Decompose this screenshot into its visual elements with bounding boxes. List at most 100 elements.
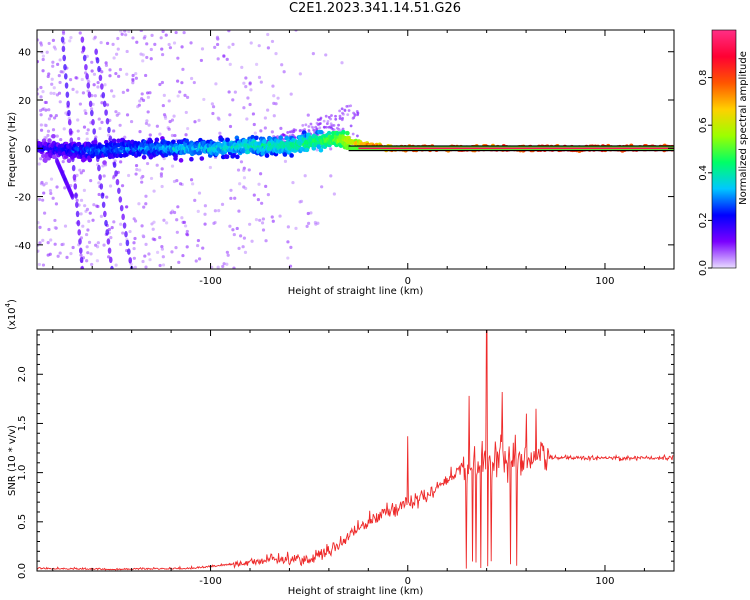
- spectrogram-point: [38, 241, 42, 245]
- spectrogram-point: [202, 97, 206, 102]
- spectrogram-point: [51, 38, 56, 43]
- spectrogram-point: [197, 191, 202, 195]
- spectrogram-point: [55, 185, 59, 189]
- spectrogram-point: [148, 91, 152, 95]
- spectrogram-point: [270, 39, 275, 44]
- spectrogram-point: [161, 255, 165, 259]
- spectrogram-point: [56, 254, 60, 258]
- spectrogram-point: [160, 167, 164, 171]
- x-axis-label: Height of straight line (km): [288, 586, 424, 597]
- spectrogram-point: [318, 126, 322, 130]
- spectrogram-point: [286, 256, 290, 260]
- spectrogram-point: [67, 119, 72, 126]
- spectrogram-point: [172, 179, 177, 184]
- spectrogram-point: [139, 52, 143, 56]
- spectrogram-point: [148, 133, 152, 137]
- spectrogram-point: [156, 250, 160, 254]
- spectrogram-point: [43, 123, 47, 127]
- spectrogram-point: [291, 130, 295, 134]
- spectrogram-point: [145, 119, 149, 123]
- spectrogram-point: [329, 122, 333, 126]
- spectrogram-point: [159, 174, 164, 178]
- spectrogram-point: [176, 205, 180, 209]
- spectrogram-point: [248, 81, 252, 85]
- spectrogram-point: [103, 210, 107, 218]
- spectrogram-point: [282, 152, 288, 157]
- spectrogram-point: [185, 229, 189, 234]
- spectrogram-point: [37, 60, 40, 64]
- spectrogram-point: [173, 156, 178, 161]
- spectrogram-point: [37, 221, 40, 225]
- spectrogram-point: [121, 231, 125, 235]
- spectrogram-point: [52, 45, 56, 49]
- spectrogram-point: [168, 119, 172, 124]
- spectrogram-point: [58, 100, 62, 104]
- spectrogram-point: [228, 124, 233, 129]
- spectrogram-point: [134, 163, 139, 168]
- y-axis-label: Frequency (Hz): [7, 112, 18, 188]
- colorbar-tick-label: 0.2: [698, 212, 709, 228]
- spectrogram-point: [138, 130, 142, 134]
- spectrogram-point: [76, 129, 80, 133]
- spectrogram-point: [304, 123, 308, 127]
- y-scale-factor: (x104): [4, 299, 18, 330]
- spectrogram-point: [196, 209, 200, 213]
- spectrogram-point: [62, 54, 67, 62]
- spectrogram-point: [241, 245, 245, 249]
- spectrogram-point: [47, 72, 51, 76]
- spectrogram-point: [92, 139, 98, 145]
- spectrogram-point: [306, 211, 310, 216]
- spectrogram-point: [245, 117, 249, 121]
- spectrogram-point: [160, 47, 164, 51]
- spectrogram-point: [64, 111, 68, 115]
- y-scale-exponent: 4: [4, 302, 12, 307]
- spectrogram-point: [61, 159, 65, 164]
- spectrogram-point: [266, 46, 270, 50]
- spectrogram-point: [201, 246, 205, 250]
- spectrogram-point: [42, 211, 47, 215]
- spectrogram-point: [262, 139, 267, 144]
- spectrogram-point: [211, 105, 216, 109]
- y-tick-label: 20: [18, 96, 31, 107]
- spectrogram-point: [116, 138, 121, 144]
- spectrogram-point: [315, 148, 319, 152]
- colorbar-frame: [711, 29, 737, 269]
- snr-frame: [36, 329, 675, 572]
- spectrogram-point: [59, 137, 63, 142]
- spectrogram-point: [105, 118, 110, 125]
- spectrogram-point: [61, 30, 66, 34]
- spectrogram-point: [71, 164, 76, 172]
- spectrogram-point: [335, 126, 339, 130]
- spectrogram-point: [110, 226, 114, 230]
- spectrogram-point: [322, 125, 326, 129]
- spectrogram-point: [233, 196, 237, 200]
- spectrogram-point: [84, 111, 88, 115]
- spectrogram-point: [69, 36, 73, 40]
- spectrogram-point: [108, 74, 112, 78]
- spectrogram-point: [306, 113, 310, 117]
- spectrogram-point: [66, 100, 70, 108]
- spectrogram-point: [58, 80, 62, 85]
- spectrogram-point: [41, 57, 45, 62]
- spectrogram-point: [48, 252, 52, 256]
- spectrogram-point: [100, 192, 105, 199]
- spectrogram-point: [95, 259, 99, 263]
- spectrogram-point: [307, 125, 311, 128]
- spectrogram-point: [100, 101, 104, 105]
- spectrogram-point: [64, 82, 69, 89]
- spectrogram-point: [338, 114, 342, 118]
- spectrogram-point: [46, 133, 50, 138]
- spectrogram-point: [287, 146, 292, 151]
- spectrogram-point: [131, 77, 135, 81]
- spectrogram-point: [73, 183, 78, 190]
- spectrogram-point: [54, 113, 58, 118]
- spectrogram-point: [39, 157, 43, 161]
- spectrogram-point: [233, 90, 237, 94]
- spectrogram-point: [68, 39, 72, 43]
- spectrogram-point: [91, 119, 95, 126]
- spectrogram-point: [141, 98, 146, 102]
- spectrogram-point: [225, 57, 229, 61]
- spectrogram-point: [47, 138, 52, 143]
- y-tick-label: 2.0: [17, 366, 28, 382]
- spectrogram-point: [289, 92, 293, 96]
